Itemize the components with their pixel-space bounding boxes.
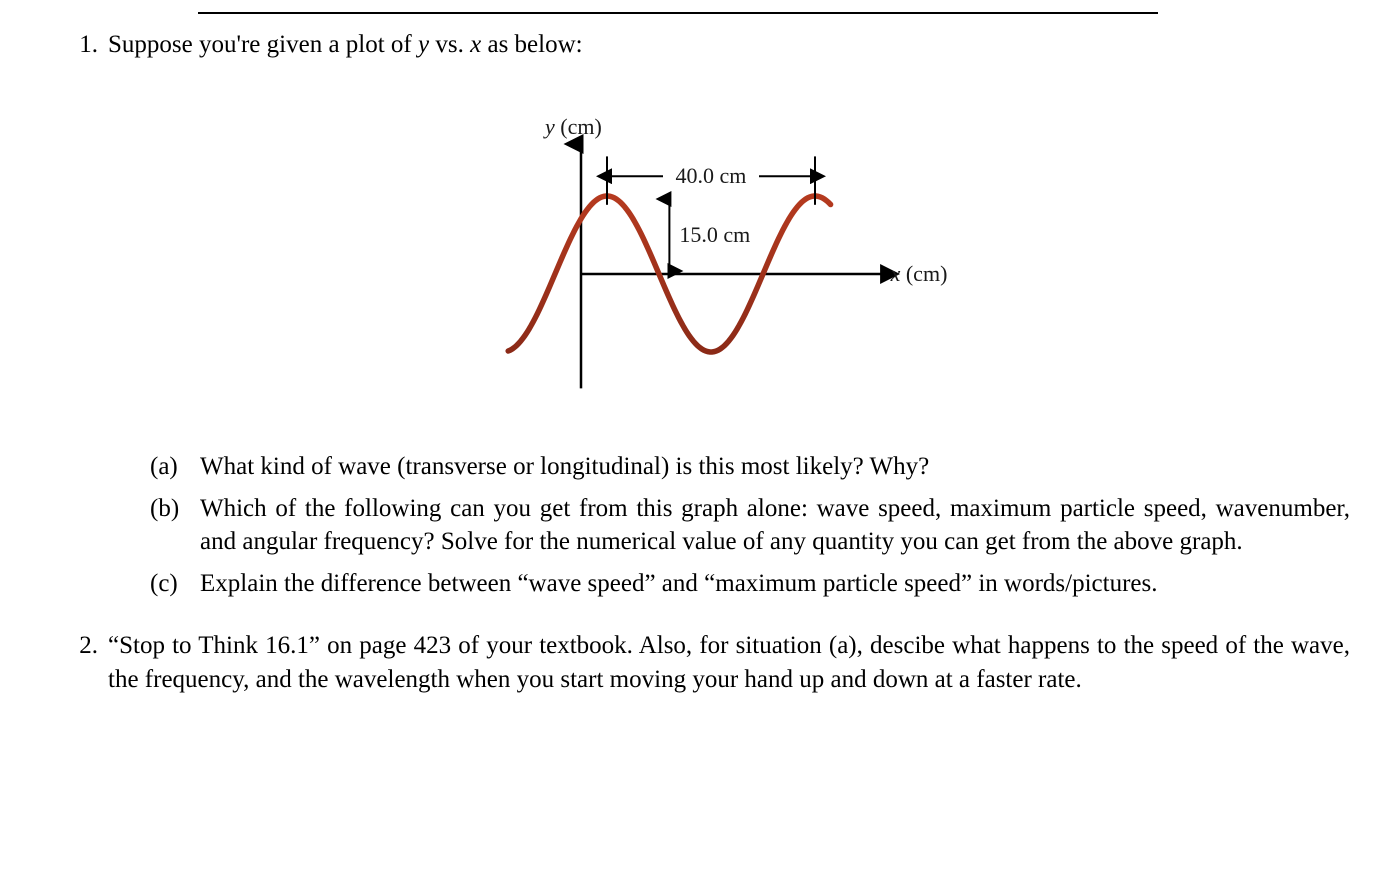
subpart-b: (b) Which of the following can you get f… [150, 492, 1350, 560]
problem-2: 2. “Stop to Think 16.1” on page 423 of y… [58, 629, 1350, 697]
intro-suffix: as below: [481, 31, 582, 58]
problem-list: 1. Suppose you're given a plot of y vs. … [58, 28, 1350, 696]
subpart-text: Explain the difference between “wave spe… [200, 570, 1157, 597]
problem-1: 1. Suppose you're given a plot of y vs. … [58, 28, 1350, 601]
wave-plot-svg: y (cm) x (cm) 40.0 cm 15.0 cm [499, 94, 959, 414]
problem-number: 2. [58, 629, 98, 663]
subpart-a: (a) What kind of wave (transverse or lon… [150, 450, 1350, 484]
problem-2-text: “Stop to Think 16.1” on page 423 of your… [108, 632, 1350, 693]
intro-var-y: y [418, 31, 429, 58]
subpart-text: Which of the following can you get from … [200, 495, 1350, 556]
subparts-list: (a) What kind of wave (transverse or lon… [150, 450, 1350, 601]
subpart-c: (c) Explain the difference between “wave… [150, 567, 1350, 601]
svg-text:15.0 cm: 15.0 cm [679, 222, 750, 247]
intro-prefix: Suppose you're given a plot of [108, 31, 418, 58]
intro-var-x: x [470, 31, 481, 58]
problem-number: 1. [58, 28, 98, 62]
subpart-text: What kind of wave (transverse or longitu… [200, 453, 929, 480]
document-page: 1. Suppose you're given a plot of y vs. … [0, 0, 1398, 874]
svg-text:x (cm): x (cm) [890, 261, 948, 286]
problem-1-intro: Suppose you're given a plot of y vs. x a… [108, 31, 583, 58]
svg-text:40.0 cm: 40.0 cm [676, 163, 747, 188]
subpart-label: (a) [150, 450, 178, 484]
figure-container: y (cm) x (cm) 40.0 cm 15.0 cm [108, 94, 1350, 414]
intro-mid: vs. [429, 31, 470, 58]
subpart-label: (c) [150, 567, 178, 601]
svg-text:y (cm): y (cm) [543, 114, 602, 139]
top-rule [198, 10, 1158, 14]
subpart-label: (b) [150, 492, 179, 526]
